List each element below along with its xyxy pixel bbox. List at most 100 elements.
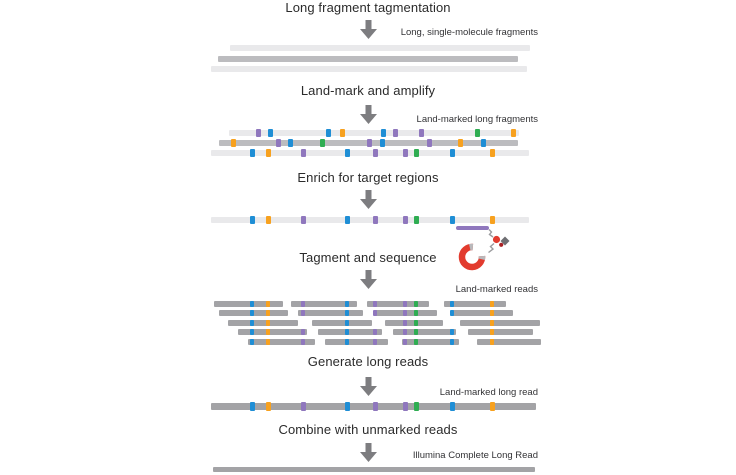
blue-landmark [380, 129, 386, 137]
blue-landmark [249, 301, 255, 307]
landmarked-read [444, 301, 506, 307]
blue-landmark [344, 301, 350, 307]
down-arrow-icon [360, 105, 377, 124]
purple-landmark [402, 329, 408, 335]
purple-landmark [418, 129, 424, 137]
purple-landmark [372, 338, 378, 345]
orange-landmark [230, 139, 236, 147]
purple-landmark [402, 310, 408, 316]
purple-landmark [275, 139, 281, 147]
complete-long-read [213, 466, 535, 472]
landmarked-fragment [211, 150, 529, 156]
single-molecule-fragment [211, 65, 527, 72]
green-landmark [413, 319, 419, 326]
blue-landmark [344, 319, 350, 326]
label-single-molecule-fragments: Long, single-molecule fragments [400, 27, 538, 38]
blue-landmark [267, 129, 273, 137]
landmarked-read [468, 329, 533, 335]
purple-landmark [392, 129, 398, 137]
label-landmarked-long-fragments: Land-marked long fragments [416, 114, 538, 125]
step-title-generate-long-reads: Generate long reads [307, 354, 429, 369]
blue-landmark [344, 215, 350, 224]
blue-landmark [379, 139, 385, 147]
label-landmarked-long-read: Land-marked long read [439, 387, 538, 398]
capture-bead-icon [500, 236, 510, 246]
orange-landmark [489, 310, 495, 316]
purple-landmark [372, 329, 378, 335]
blue-landmark [449, 329, 455, 335]
blue-landmark [449, 402, 455, 411]
landmarked-read [367, 301, 429, 307]
blue-landmark [449, 338, 455, 345]
magnet-capture-icon [458, 229, 510, 271]
label-illumina-complete-long-read: Illumina Complete Long Read [412, 450, 538, 461]
orange-landmark [457, 139, 463, 147]
down-arrow-icon [360, 270, 377, 289]
biotin-dot-icon [492, 235, 501, 244]
landmarked-read [312, 319, 372, 326]
blue-landmark [344, 310, 350, 316]
green-landmark [319, 139, 325, 147]
purple-landmark [300, 402, 306, 411]
purple-landmark [300, 310, 306, 316]
blue-landmark [325, 129, 331, 137]
landmarked-read [477, 338, 541, 345]
blue-landmark [449, 215, 455, 224]
orange-landmark [265, 319, 271, 326]
orange-landmark [265, 215, 271, 224]
green-landmark [413, 301, 419, 307]
orange-landmark [489, 338, 495, 345]
blue-landmark [344, 149, 350, 157]
purple-landmark [402, 319, 408, 326]
green-landmark [474, 129, 480, 137]
blue-landmark [249, 149, 255, 157]
single-molecule-fragment [230, 45, 530, 51]
linker-zigzag-icon [488, 242, 495, 254]
blue-landmark [449, 149, 455, 157]
purple-landmark [300, 329, 306, 335]
purple-landmark [402, 149, 408, 157]
landmarked-read [238, 329, 307, 335]
down-arrow-icon [360, 377, 377, 396]
landmarked-read [325, 338, 388, 345]
biotin-dot-icon [499, 242, 504, 247]
orange-landmark [510, 129, 516, 137]
purple-landmark [402, 301, 408, 307]
down-arrow-icon [360, 190, 377, 209]
enriched-fragment [211, 216, 529, 223]
purple-landmark [372, 402, 378, 411]
linker-zigzag-icon [488, 229, 494, 238]
green-landmark [413, 402, 419, 411]
blue-landmark [344, 338, 350, 345]
blue-landmark [249, 215, 255, 224]
orange-landmark [489, 319, 495, 326]
purple-landmark [372, 149, 378, 157]
orange-landmark [265, 329, 271, 335]
blue-landmark [249, 402, 255, 411]
purple-landmark [300, 338, 306, 345]
blue-landmark [249, 338, 255, 345]
step-title-land-mark-and-amplify: Land-mark and amplify [300, 83, 436, 98]
green-landmark [413, 149, 419, 157]
down-arrow-icon [360, 443, 377, 462]
orange-landmark [265, 149, 271, 157]
step-title-tagment-and-sequence: Tagment and sequence [299, 250, 437, 265]
landmarked-read [228, 319, 298, 326]
blue-landmark [449, 301, 455, 307]
blue-landmark [249, 310, 255, 316]
purple-landmark [402, 338, 408, 345]
green-landmark [413, 329, 419, 335]
blue-landmark [249, 329, 255, 335]
green-landmark [413, 338, 419, 345]
orange-landmark [339, 129, 345, 137]
purple-landmark [402, 215, 408, 224]
orange-landmark [489, 149, 495, 157]
orange-landmark [489, 215, 495, 224]
orange-landmark [489, 301, 495, 307]
orange-landmark [265, 338, 271, 345]
blue-landmark [449, 310, 455, 316]
purple-landmark [255, 129, 261, 137]
landmarked-read [214, 301, 283, 307]
purple-landmark [426, 139, 432, 147]
